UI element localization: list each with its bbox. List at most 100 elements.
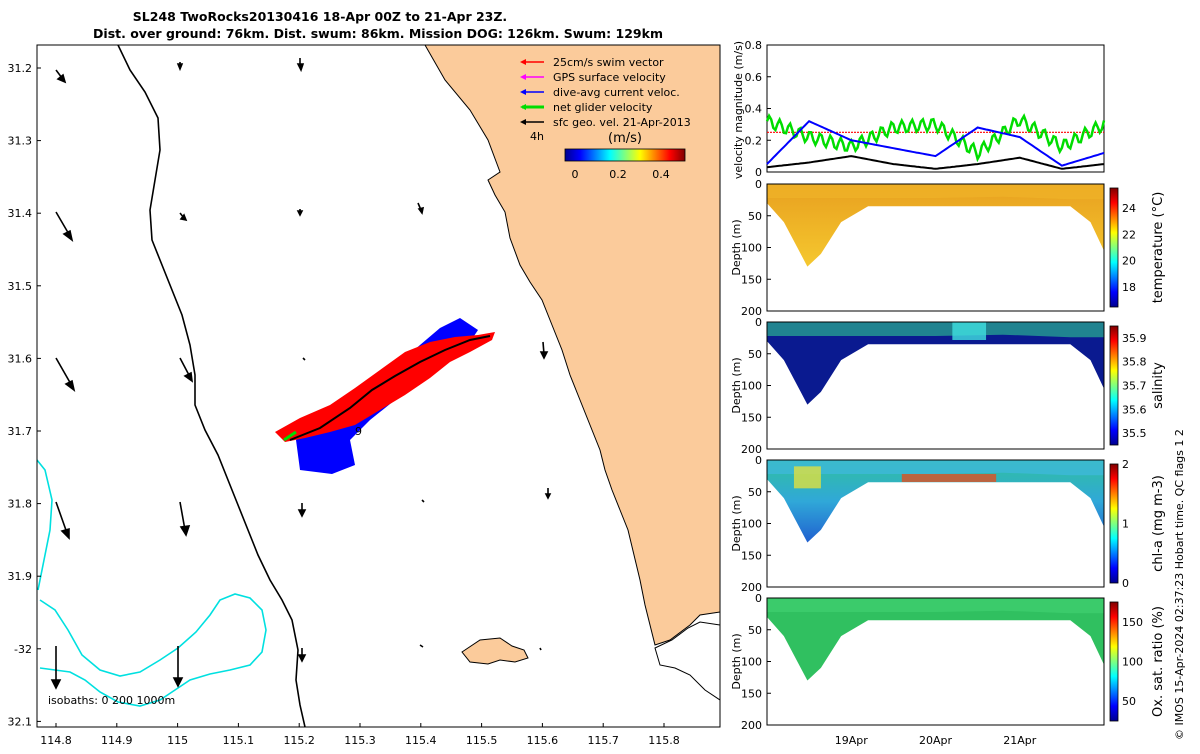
lat-tick-label: 31.8 xyxy=(8,498,33,511)
track-label: 9 xyxy=(355,425,362,438)
isobaths-label: isobaths: 0 200 1000m xyxy=(48,694,175,707)
vel-y-tick-label: 0.8 xyxy=(745,39,763,52)
colorbar-tick-label: 35.9 xyxy=(1122,332,1147,345)
section-panel: 0 50 100 150 200 Depth (m) 50 100 150 Ox. sat. ra… xyxy=(730,592,1166,732)
lat-tick-label: 31.3 xyxy=(8,135,33,148)
section-surface-layer xyxy=(767,460,1104,476)
legend-label: net glider velocity xyxy=(553,101,653,114)
colorbar-tick-label: 2 xyxy=(1122,458,1129,471)
depth-tick-label: 50 xyxy=(748,486,762,499)
legend-arrowhead xyxy=(520,119,526,125)
colorbar-tick-label: 0.2 xyxy=(609,168,627,181)
colorbar-tick-label: 50 xyxy=(1122,695,1136,708)
section-colorbar xyxy=(1109,325,1119,446)
depth-tick-label: 50 xyxy=(748,624,762,637)
isobath-0m xyxy=(37,459,267,707)
footer-credit: © IMOS 15-Apr-2024 02:37:23 Hobart time.… xyxy=(1173,429,1186,740)
lon-tick-label: 115.4 xyxy=(405,734,437,747)
legend-arrowhead xyxy=(520,104,526,110)
lon-tick-label: 115 xyxy=(167,734,188,747)
depth-tick-label: 50 xyxy=(748,348,762,361)
depth-tick-label: 0 xyxy=(755,178,762,191)
swim-vectors-swath xyxy=(275,332,495,442)
section-panel: 0 50 100 150 200 Depth (m) 0 1 2 chl-a (mg m-3) xyxy=(730,454,1166,594)
map-latitude-axis: 31.2 31.3 31.4 31.5 31.6 31.7 31.8 31.9 -32 32.1 xyxy=(8,62,41,728)
lon-tick-label: 115.5 xyxy=(466,734,498,747)
legend-arrowhead xyxy=(520,74,526,80)
depth-tick-label: 200 xyxy=(741,443,762,456)
vel-series-line xyxy=(765,113,1106,163)
depth-tick-label: 0 xyxy=(755,592,762,605)
colorbar-title: (m/s) xyxy=(608,131,642,146)
legend-arrowhead xyxy=(520,59,526,65)
fresh-surface-feature xyxy=(952,322,987,340)
depth-tick-label: 100 xyxy=(741,242,762,255)
lat-tick-label: -32 xyxy=(14,643,32,656)
depth-tick-label: 0 xyxy=(755,454,762,467)
depth-tick-label: 100 xyxy=(741,656,762,669)
depth-tick-label: 0 xyxy=(755,316,762,329)
speed-colorbar-ticks: 0 0.2 0.4 xyxy=(572,168,670,181)
legend-label: GPS surface velocity xyxy=(553,71,666,84)
colorbar-tick-label: 1 xyxy=(1122,518,1129,531)
depth-tick-label: 150 xyxy=(741,411,762,424)
section-fill xyxy=(767,598,1104,681)
time-step-label: 4h xyxy=(530,130,544,143)
colorbar-tick-label: 35.6 xyxy=(1122,403,1147,416)
colorbar-tick-label: 100 xyxy=(1122,656,1143,669)
colorbar-tick-label: 20 xyxy=(1122,255,1136,268)
depth-axis-label: Depth (m) xyxy=(730,219,743,275)
lon-tick-label: 115.7 xyxy=(587,734,619,747)
vel-series-line xyxy=(766,155,1105,170)
depth-tick-label: 150 xyxy=(741,687,762,700)
colorbar-tick-label: 35.8 xyxy=(1122,356,1147,369)
section-surface-layer xyxy=(767,184,1104,200)
lat-tick-label: 31.5 xyxy=(8,280,33,293)
section-variable-label: salinity xyxy=(1151,362,1166,409)
colorbar-tick-label: 22 xyxy=(1122,228,1136,241)
speed-colorbar xyxy=(564,148,686,162)
depth-tick-label: 200 xyxy=(741,581,762,594)
depth-axis-label: Depth (m) xyxy=(730,495,743,551)
lon-tick-label: 114.8 xyxy=(40,734,72,747)
colorbar-tick-label: 35.7 xyxy=(1122,380,1147,393)
section-colorbar xyxy=(1109,463,1119,584)
vel-series-line xyxy=(766,119,1105,167)
glider-track xyxy=(289,335,491,441)
lon-tick-label: 115.1 xyxy=(223,734,255,747)
lat-tick-label: 31.7 xyxy=(8,425,33,438)
section-fill xyxy=(767,460,1104,543)
velocity-series xyxy=(765,113,1106,170)
section-variable-label: Ox. sat. ratio (%) xyxy=(1151,606,1166,717)
isobath-200m xyxy=(117,45,306,727)
vel-y-tick-label: 0.4 xyxy=(745,103,763,116)
lat-tick-label: 31.6 xyxy=(8,352,33,365)
depth-tick-label: 200 xyxy=(741,719,762,732)
time-tick-label: 20Apr xyxy=(919,734,953,747)
section-surface-layer xyxy=(767,322,1104,338)
colorbar-tick-label: 18 xyxy=(1122,281,1136,294)
lat-tick-label: 32.1 xyxy=(8,715,33,728)
section-panel: 0 50 100 150 200 Depth (m) 18 20 22 24 temperature… xyxy=(730,178,1166,318)
depth-axis-label: Depth (m) xyxy=(730,357,743,413)
estuary xyxy=(654,621,720,701)
section-fill xyxy=(767,184,1104,267)
colorbar-tick-label: 0.4 xyxy=(652,168,670,181)
time-tick-label: 19Apr xyxy=(835,734,869,747)
depth-tick-label: 50 xyxy=(748,210,762,223)
lat-tick-label: 31.4 xyxy=(8,207,33,220)
vel-y-label: velocity magnitude (m/s) xyxy=(732,41,745,179)
section-variable-label: temperature (°C) xyxy=(1151,192,1166,304)
depth-tick-label: 100 xyxy=(741,380,762,393)
map-panel: 9 xyxy=(8,44,721,747)
section-colorbar xyxy=(1109,601,1119,722)
section-colorbar xyxy=(1109,187,1119,308)
section-surface-layer xyxy=(767,598,1104,614)
depth-tick-label: 200 xyxy=(741,305,762,318)
map-legend: 25cm/s swim vector GPS surface velocity di… xyxy=(520,56,691,129)
depth-tick-label: 150 xyxy=(741,273,762,286)
